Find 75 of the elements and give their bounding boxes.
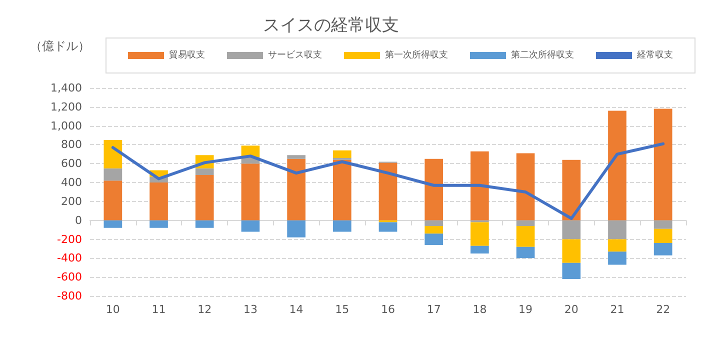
x-tick-label: 11 [152, 303, 166, 316]
x-tick-label: 22 [656, 303, 670, 316]
bar [516, 220, 535, 226]
y-tick-label: -400 [57, 252, 82, 265]
bar [562, 262, 581, 279]
bar [104, 180, 122, 220]
bar [608, 239, 626, 252]
bar [195, 174, 214, 220]
bar [470, 151, 489, 220]
bar [654, 243, 672, 256]
bar [654, 220, 672, 229]
legend-label: 経常収支 [636, 50, 673, 60]
bar [608, 110, 626, 220]
x-tick-label: 21 [610, 303, 624, 316]
bar [332, 160, 352, 220]
y-tick-label: -600 [57, 270, 82, 284]
legend-label: 第二次所得収支 [511, 50, 574, 60]
x-tick-label: 18 [472, 303, 487, 316]
y-tick-label: 0 [75, 214, 82, 227]
bar [470, 246, 489, 254]
y-tick-label: 1,000 [50, 119, 82, 132]
x-tick-label: 15 [335, 303, 350, 316]
y-tick-label: 600 [61, 157, 82, 170]
legend-label: サービス収支 [268, 50, 322, 60]
x-tick-label: 16 [381, 303, 395, 316]
bar [562, 239, 581, 263]
x-tick-label: 10 [106, 303, 120, 316]
bar [424, 158, 444, 220]
y-tick-label: 800 [61, 138, 82, 152]
bar [516, 153, 535, 220]
bar [241, 220, 260, 232]
x-tick-label: 13 [243, 303, 258, 316]
bar [332, 150, 352, 158]
bar [516, 246, 535, 258]
bar [104, 220, 122, 228]
bar [654, 108, 672, 220]
bar [516, 226, 535, 247]
x-tick-label: 17 [426, 303, 441, 316]
x-tick-label: 14 [289, 303, 304, 316]
bar [150, 220, 168, 228]
x-tick-label: 19 [518, 303, 533, 316]
chart-title: スイスの経常収支 [263, 16, 399, 36]
bar [424, 220, 444, 226]
y-axis-title: （億ドル） [30, 39, 90, 53]
bar [424, 226, 444, 234]
bar [195, 168, 214, 175]
bar [562, 220, 581, 240]
y-tick-label: 200 [61, 194, 82, 208]
bar [104, 168, 122, 181]
bar [104, 140, 122, 168]
bar [608, 252, 626, 265]
legend-label: 第一次所得収支 [385, 50, 448, 60]
bar [424, 234, 444, 245]
bar [654, 228, 672, 244]
y-tick-label: 1,200 [50, 100, 82, 114]
bar [287, 158, 306, 220]
y-tick-label: 400 [61, 176, 82, 190]
y-tick-label: -800 [57, 290, 82, 302]
bar [241, 164, 260, 220]
bar [378, 162, 398, 220]
y-tick-label: -200 [57, 232, 82, 246]
y-tick-label: 1,400 [50, 82, 82, 94]
legend-label: 貿易収支 [169, 50, 205, 60]
bar [470, 222, 489, 246]
bar [608, 220, 626, 240]
bar [287, 220, 306, 238]
bar [287, 155, 306, 159]
bar [562, 160, 581, 220]
bar [195, 220, 214, 228]
x-tick-label: 20 [564, 303, 578, 316]
bar [150, 182, 168, 220]
x-tick-label: 12 [198, 303, 212, 316]
bar [378, 222, 398, 232]
bar [332, 220, 352, 232]
line-series [111, 142, 665, 220]
